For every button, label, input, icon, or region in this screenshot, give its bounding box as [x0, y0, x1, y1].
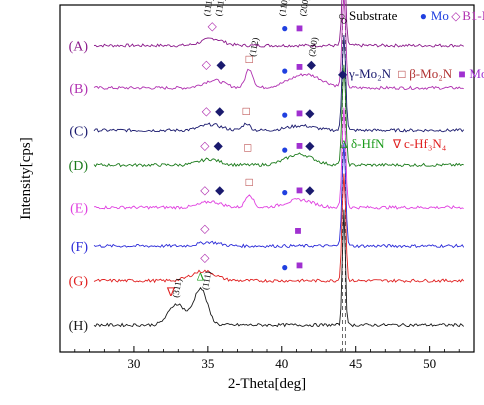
plot-border: [59, 4, 475, 353]
series-label: (A): [69, 39, 89, 54]
series-line: [93, 107, 464, 210]
peak-markers: ○◇ ● ■◇ ◆ □● ■ ◆◇ ◆ □ ● ■ ◆◇ ◆ □ ● ■ ◆◇ ◆□● ■ ◆◇ ■◇● ■∇Δ: [166, 13, 348, 299]
x-axis-label: 2-Theta[deg]: [228, 376, 306, 392]
legend-symbol: □: [398, 67, 405, 81]
peak-marker: ●: [281, 142, 288, 156]
plane-index: (111): [200, 270, 213, 290]
series-layer: [93, 0, 465, 328]
series-line: [93, 34, 465, 133]
peak-marker: ◆: [305, 139, 315, 153]
series-line: [93, 209, 465, 328]
peak-marker: ●: [281, 185, 288, 199]
peak-marker: ●: [281, 63, 288, 77]
plane-index: (111): [213, 0, 226, 17]
x-tick-label: 30: [127, 356, 140, 371]
peak-marker: ■: [296, 258, 303, 272]
legend-symbol: ◆: [338, 67, 348, 81]
peak-marker: ◆: [307, 58, 317, 72]
plane-index: (111): [201, 0, 214, 17]
series-line: [93, 142, 465, 249]
legend-label: β-Mo₂N: [409, 66, 453, 81]
plane-index: (311): [170, 278, 183, 299]
series-label: (D): [69, 159, 89, 174]
legend-label: MoN₂: [469, 66, 484, 81]
series-label: (B): [69, 82, 88, 97]
legend-symbol: ■: [458, 67, 465, 81]
y-axis-label: Intensity[cps]: [18, 137, 34, 219]
legend-symbol: Δ: [340, 137, 348, 151]
series-label: (E): [70, 201, 88, 216]
peak-marker: Δ: [197, 270, 205, 284]
legend-symbol: ◇: [451, 9, 461, 23]
peak-marker: □: [246, 175, 253, 189]
series-labels: (A) (B) (C) (D) (E) (F) (G) (H): [69, 39, 89, 334]
legend-label: c-Hf₃N₄: [404, 136, 447, 151]
peak-marker: ◇: [202, 104, 212, 118]
series-line: [93, 173, 465, 284]
peak-marker: □: [243, 104, 250, 118]
peak-marker: ○: [340, 13, 347, 27]
peak-marker: ◆: [214, 139, 224, 153]
peak-marker: ◇: [200, 139, 210, 153]
series-line: [93, 0, 464, 48]
legend: ○Substrate●Mo◇B1-MoN◆γ-Mo₂N□β-Mo₂N■MoN₂Δ…: [338, 8, 484, 151]
plot-frame: [59, 4, 475, 353]
axis-ticks: 30 35 40 45 50: [74, 346, 475, 371]
x-tick-label: 45: [349, 356, 362, 371]
peak-marker: ■: [296, 60, 303, 74]
plane-index: (200): [298, 0, 311, 17]
peak-marker: ■: [296, 183, 303, 197]
series-label: (F): [71, 240, 88, 255]
legend-symbol: ●: [420, 9, 427, 23]
plane-index: (200): [306, 36, 319, 57]
peak-marker: ◆: [215, 104, 225, 118]
series-line: [93, 0, 464, 90]
peak-marker: ◆: [305, 106, 315, 120]
peak-marker: ■: [296, 21, 303, 35]
peak-marker: ●: [281, 21, 288, 35]
x-tick-label: 35: [201, 356, 214, 371]
peak-marker: ∇: [166, 285, 176, 299]
series-line: [93, 64, 464, 168]
peak-marker: ■: [294, 223, 301, 237]
peak-marker: ●: [281, 108, 288, 122]
peak-marker: ■: [296, 139, 303, 153]
peak-marker: ◆: [217, 58, 227, 72]
peak-marker: ◇: [200, 221, 210, 235]
x-tick-label: 50: [423, 356, 436, 371]
legend-label: Mo: [431, 8, 449, 23]
peak-marker: ◇: [208, 19, 218, 33]
legend-label: B1-MoN: [462, 8, 484, 23]
peak-marker: ◆: [215, 183, 225, 197]
peak-marker: ■: [296, 106, 303, 120]
legend-symbol: ∇: [392, 137, 402, 151]
peak-marker: ●: [281, 260, 288, 274]
series-label: (G): [69, 275, 89, 290]
plane-annotations: (111)(111) (110) (200)(112) (200)(311) (111): [170, 0, 319, 298]
x-tick-label: 40: [275, 356, 288, 371]
legend-label: γ-Mo₂N: [348, 66, 392, 81]
legend-symbol: ○: [338, 9, 345, 23]
legend-label: δ-HfN: [351, 136, 385, 151]
series-label: (H): [69, 319, 89, 334]
peak-marker: ◇: [202, 58, 212, 72]
peak-marker: ◇: [200, 250, 210, 264]
plane-index: (110): [277, 0, 290, 17]
plane-index: (112): [247, 37, 260, 58]
peak-marker: □: [246, 52, 253, 66]
peak-marker: □: [244, 141, 251, 155]
series-label: (C): [69, 124, 88, 139]
legend-label: Substrate: [349, 8, 398, 23]
peak-marker: ◆: [305, 183, 315, 197]
peak-marker: ◇: [200, 183, 210, 197]
